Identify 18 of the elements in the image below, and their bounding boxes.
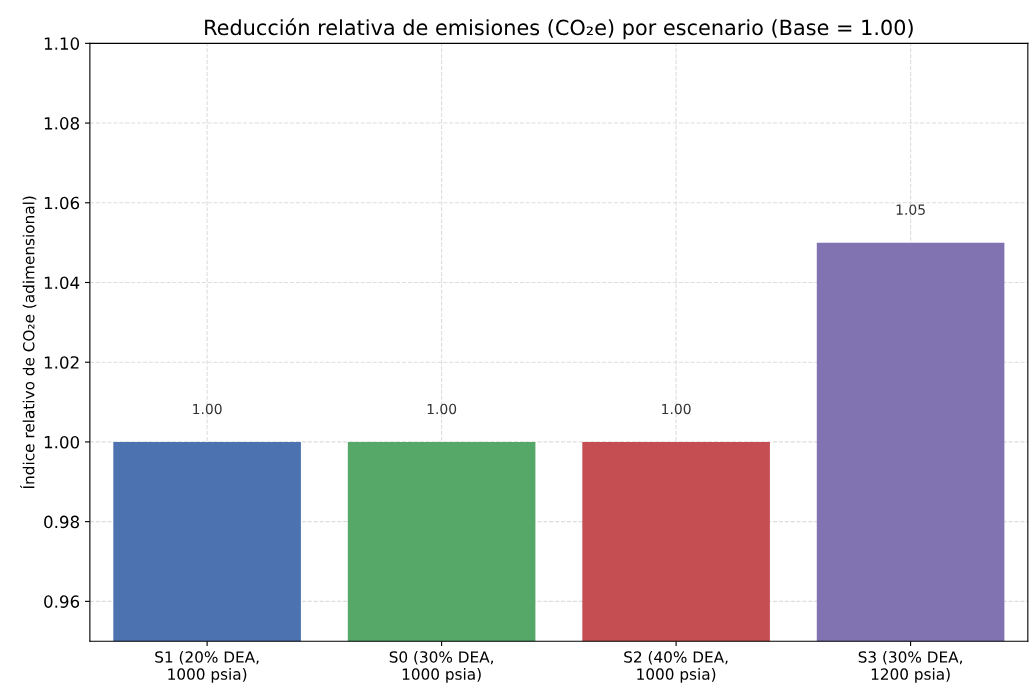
y-tick-label: 1.06 bbox=[44, 196, 80, 210]
data-label: 1.00 bbox=[427, 403, 457, 415]
y-tick-label: 1.00 bbox=[44, 435, 80, 449]
y-tick-label: 0.98 bbox=[44, 515, 80, 529]
y-axis-title: Índice relativo de CO₂e (adimensional) bbox=[20, 196, 37, 489]
y-tick-label: 1.04 bbox=[44, 276, 80, 290]
x-tick-label: S0 (30% DEA, 1000 psia) bbox=[389, 650, 493, 683]
y-tick-label: 1.02 bbox=[44, 356, 79, 369]
y-tick-label: 1.08 bbox=[44, 117, 80, 130]
x-tick-label: S1 (20% DEA, 1000 psia) bbox=[155, 650, 259, 683]
x-tick-label: S2 (40% DEA, 1000 psia) bbox=[624, 650, 728, 683]
y-tick-label: 0.96 bbox=[44, 595, 80, 608]
x-tick-label: S3 (30% DEA, 1200 psia) bbox=[858, 650, 962, 683]
data-label: 1.00 bbox=[193, 403, 222, 415]
chart-title: Reducción relativa de emisiones (CO₂e) por escenario (Base = 1.00) bbox=[205, 18, 913, 40]
data-label: 1.05 bbox=[896, 204, 925, 215]
data-label: 1.00 bbox=[662, 403, 691, 415]
y-tick-label: 1.10 bbox=[44, 37, 80, 50]
